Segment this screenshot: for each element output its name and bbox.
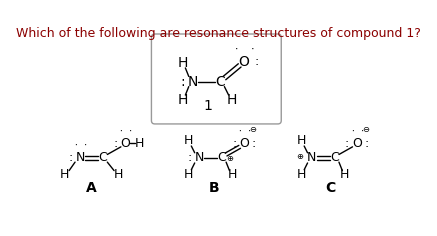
Text: :: :: [345, 137, 349, 150]
Text: H: H: [297, 135, 306, 148]
Text: :: :: [232, 137, 236, 150]
Text: ⊖: ⊖: [362, 125, 369, 134]
Text: H: H: [227, 93, 237, 107]
Text: H: H: [135, 137, 144, 150]
Text: :: :: [187, 151, 191, 164]
Text: A: A: [86, 181, 97, 194]
Text: :: :: [252, 137, 256, 150]
Text: · ·: · ·: [119, 127, 133, 136]
Text: O: O: [120, 137, 130, 150]
Text: H: H: [184, 135, 194, 148]
Text: N: N: [76, 151, 85, 164]
Text: :: :: [254, 55, 258, 68]
Text: :: :: [364, 137, 369, 150]
Text: ⊕: ⊕: [296, 152, 303, 161]
Text: · ·: · ·: [74, 141, 88, 150]
Text: :: :: [68, 151, 73, 164]
Text: Which of the following are resonance structures of compound 1?: Which of the following are resonance str…: [16, 27, 421, 40]
Text: C: C: [99, 151, 108, 164]
Text: N: N: [194, 151, 204, 164]
Text: H: H: [114, 168, 123, 181]
Text: N: N: [188, 75, 198, 88]
Text: ⊖: ⊖: [249, 125, 256, 134]
Text: H: H: [184, 168, 194, 181]
Text: O: O: [239, 137, 249, 150]
Text: H: H: [177, 56, 188, 70]
Text: H: H: [297, 168, 306, 181]
Text: O: O: [352, 137, 362, 150]
Text: H: H: [227, 168, 237, 181]
Text: B: B: [209, 181, 219, 194]
Text: C: C: [215, 75, 225, 88]
Text: H: H: [60, 168, 69, 181]
Text: ⊕: ⊕: [226, 154, 233, 163]
Text: C: C: [330, 151, 339, 164]
Text: · ·: · ·: [350, 127, 364, 136]
Text: N: N: [307, 151, 316, 164]
Text: · ·: · ·: [238, 127, 252, 136]
Text: C: C: [325, 181, 336, 194]
Text: ·  ·: · ·: [234, 45, 256, 54]
Text: H: H: [177, 93, 188, 107]
Text: :: :: [113, 137, 118, 150]
Text: C: C: [218, 151, 226, 164]
Text: O: O: [239, 55, 250, 69]
Text: H: H: [340, 168, 350, 181]
FancyBboxPatch shape: [152, 34, 281, 124]
Text: :: :: [181, 75, 185, 88]
Text: 1: 1: [203, 99, 212, 113]
